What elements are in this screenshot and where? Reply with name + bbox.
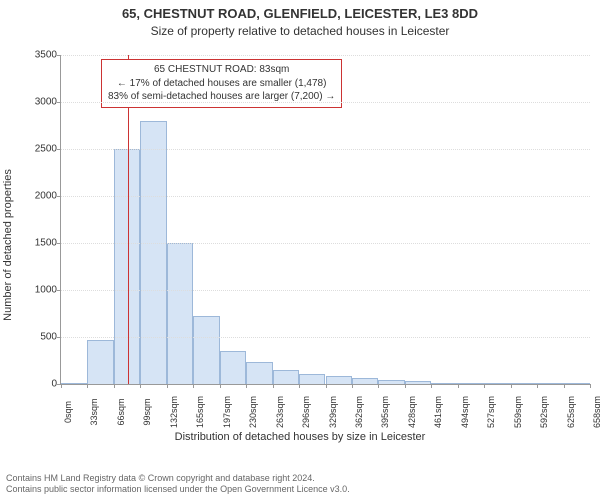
xtick-mark bbox=[193, 384, 194, 388]
ytick-label: 0 bbox=[51, 379, 61, 390]
xtick-label: 66sqm bbox=[114, 398, 126, 425]
xtick-label: 329sqm bbox=[326, 396, 338, 428]
y-axis-label: Number of detached properties bbox=[2, 169, 14, 321]
xtick-mark bbox=[431, 384, 432, 388]
chart-title-main: 65, CHESTNUT ROAD, GLENFIELD, LEICESTER,… bbox=[0, 6, 600, 21]
xtick-mark bbox=[87, 384, 88, 388]
histogram-bar bbox=[537, 383, 563, 384]
xtick-mark bbox=[378, 384, 379, 388]
xtick-label: 494sqm bbox=[458, 396, 470, 428]
xtick-mark bbox=[273, 384, 274, 388]
histogram-bar bbox=[405, 381, 431, 384]
grid-line bbox=[61, 243, 590, 244]
histogram-bar bbox=[220, 351, 246, 384]
xtick-label: 230sqm bbox=[246, 396, 258, 428]
grid-line bbox=[61, 149, 590, 150]
ytick-label: 500 bbox=[40, 332, 61, 343]
xtick-label: 559sqm bbox=[511, 396, 523, 428]
xtick-mark bbox=[167, 384, 168, 388]
histogram-bar bbox=[167, 243, 193, 384]
xtick-mark bbox=[511, 384, 512, 388]
xtick-label: 395sqm bbox=[378, 396, 390, 428]
xtick-mark bbox=[590, 384, 591, 388]
chart-area: Number of detached properties 65 CHESTNU… bbox=[0, 45, 600, 445]
footer-line1: Contains HM Land Registry data © Crown c… bbox=[6, 473, 350, 485]
xtick-mark bbox=[564, 384, 565, 388]
xtick-label: 263sqm bbox=[273, 396, 285, 428]
xtick-label: 132sqm bbox=[167, 396, 179, 428]
grid-line bbox=[61, 102, 590, 103]
ytick-label: 1500 bbox=[35, 238, 61, 249]
xtick-label: 658sqm bbox=[590, 396, 600, 428]
xtick-label: 428sqm bbox=[405, 396, 417, 428]
xtick-mark bbox=[220, 384, 221, 388]
footer-text: Contains HM Land Registry data © Crown c… bbox=[6, 473, 350, 496]
annotation-box: 65 CHESTNUT ROAD: 83sqm ← 17% of detache… bbox=[101, 59, 342, 108]
xtick-mark bbox=[537, 384, 538, 388]
grid-line bbox=[61, 55, 590, 56]
histogram-bar bbox=[484, 383, 510, 384]
xtick-mark bbox=[246, 384, 247, 388]
xtick-label: 625sqm bbox=[564, 396, 576, 428]
histogram-bar bbox=[193, 316, 219, 384]
ytick-label: 1000 bbox=[35, 285, 61, 296]
annotation-line2: ← 17% of detached houses are smaller (1,… bbox=[108, 77, 335, 91]
grid-line bbox=[61, 290, 590, 291]
histogram-bar bbox=[431, 383, 457, 384]
xtick-label: 296sqm bbox=[299, 396, 311, 428]
xtick-mark bbox=[299, 384, 300, 388]
histogram-bar bbox=[246, 362, 272, 384]
annotation-line1: 65 CHESTNUT ROAD: 83sqm bbox=[108, 63, 335, 77]
histogram-bar bbox=[564, 383, 590, 384]
plot-region: 65 CHESTNUT ROAD: 83sqm ← 17% of detache… bbox=[60, 55, 590, 385]
histogram-bar bbox=[326, 376, 352, 384]
xtick-label: 527sqm bbox=[484, 396, 496, 428]
footer-line2: Contains public sector information licen… bbox=[6, 484, 350, 496]
ytick-label: 3500 bbox=[35, 50, 61, 61]
xtick-mark bbox=[458, 384, 459, 388]
ytick-label: 3000 bbox=[35, 97, 61, 108]
ytick-label: 2000 bbox=[35, 191, 61, 202]
histogram-bar bbox=[299, 374, 325, 384]
chart-title-sub: Size of property relative to detached ho… bbox=[0, 24, 600, 38]
histogram-bar bbox=[352, 378, 378, 384]
grid-line bbox=[61, 196, 590, 197]
x-axis-label: Distribution of detached houses by size … bbox=[0, 431, 600, 443]
ytick-label: 2500 bbox=[35, 144, 61, 155]
xtick-label: 592sqm bbox=[537, 396, 549, 428]
xtick-mark bbox=[140, 384, 141, 388]
histogram-bar bbox=[273, 370, 299, 384]
xtick-mark bbox=[326, 384, 327, 388]
histogram-bar bbox=[511, 383, 537, 384]
xtick-label: 165sqm bbox=[193, 396, 205, 428]
xtick-label: 362sqm bbox=[352, 396, 364, 428]
histogram-bar bbox=[378, 380, 404, 384]
histogram-bar bbox=[87, 340, 113, 384]
xtick-mark bbox=[114, 384, 115, 388]
xtick-label: 197sqm bbox=[220, 396, 232, 428]
xtick-mark bbox=[405, 384, 406, 388]
xtick-label: 461sqm bbox=[431, 396, 443, 428]
xtick-label: 0sqm bbox=[61, 401, 73, 423]
histogram-bar bbox=[458, 383, 484, 384]
histogram-bar bbox=[140, 121, 166, 384]
xtick-label: 99sqm bbox=[140, 398, 152, 425]
xtick-label: 33sqm bbox=[87, 398, 99, 425]
xtick-mark bbox=[352, 384, 353, 388]
grid-line bbox=[61, 337, 590, 338]
xtick-mark bbox=[484, 384, 485, 388]
histogram-bar bbox=[61, 383, 87, 384]
xtick-mark bbox=[61, 384, 62, 388]
